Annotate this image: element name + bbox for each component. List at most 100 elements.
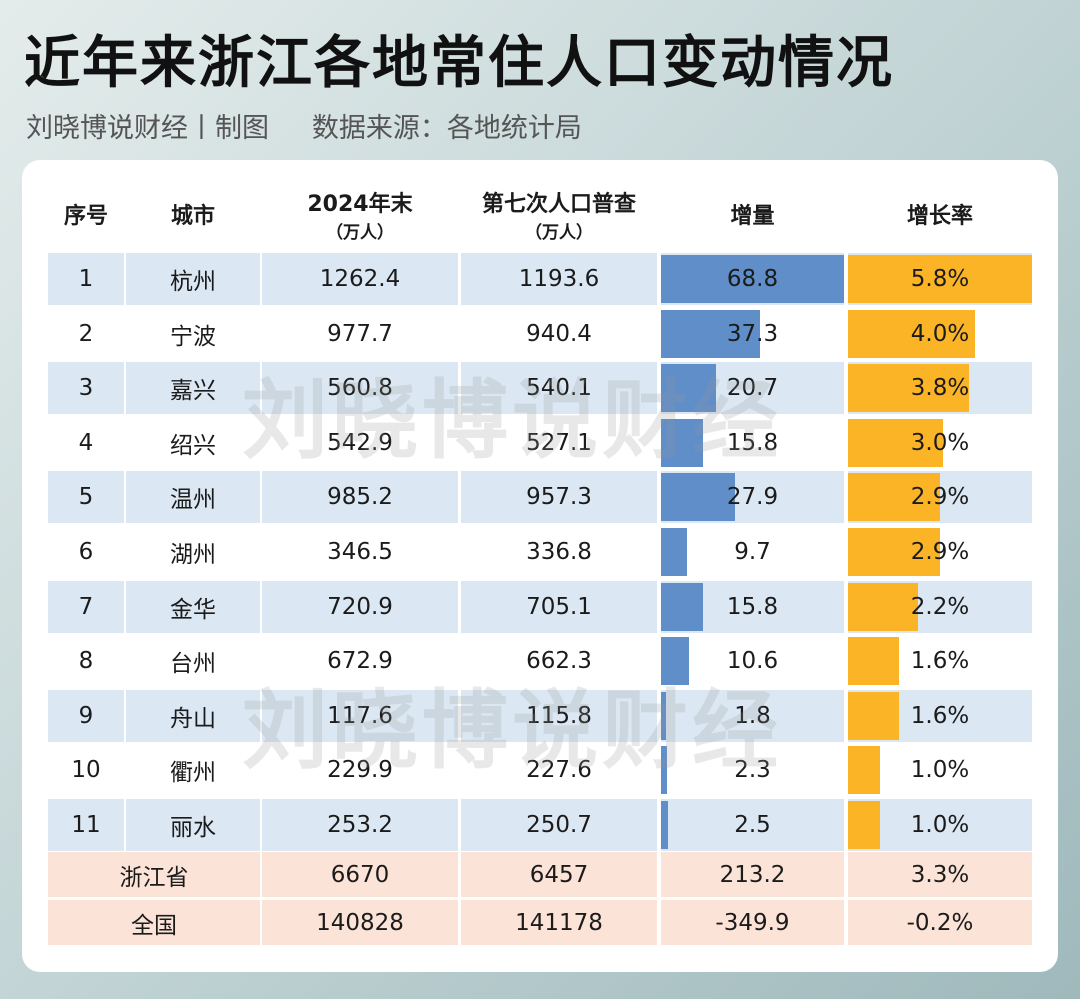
cell-value: 9 (78, 702, 94, 729)
table-cell-inc: 15.8 (661, 580, 844, 633)
table-cell-city: 丽水 (126, 799, 260, 851)
column-header: 第七次人口普查 （万人） (461, 190, 657, 246)
table-cell-rate: 5.8% (848, 253, 1032, 305)
cell-value: 346.5 (327, 539, 393, 565)
table-cell-y2024: 977.7 (262, 308, 458, 360)
cell-value: 15.8 (726, 593, 779, 620)
table-cell-y2024: 229.9 (262, 744, 458, 796)
column-header: 增量 (661, 202, 844, 232)
cell-value: 宁波 (170, 323, 216, 350)
increment-bar (661, 255, 844, 303)
table-cell-rate: 1.6% (848, 635, 1032, 687)
total-cell-rate: -0.2% (848, 900, 1032, 945)
cell-value: 3.8% (910, 375, 970, 402)
table-cell-y2024: 117.6 (262, 689, 458, 742)
total-cell-census: 141178 (461, 900, 657, 945)
table-cell-y2024: 1262.4 (262, 253, 458, 305)
cell-value: 1 (78, 266, 94, 292)
table-cell-rate: 1.0% (848, 799, 1032, 851)
total-cell-inc: 213.2 (661, 852, 844, 897)
increment-bar (661, 364, 717, 413)
cell-value: 舟山 (170, 705, 216, 732)
cell-value: 丽水 (170, 815, 216, 841)
table-cell-census: 527.1 (461, 417, 657, 469)
growth-rate-bar (848, 801, 880, 849)
cell-value: 6 (78, 539, 94, 565)
header-unit: （万人） (326, 223, 394, 243)
table-cell-census: 227.6 (461, 744, 657, 796)
cell-value: 229.9 (327, 757, 393, 784)
header-label: 第七次人口普查 (481, 192, 636, 217)
growth-rate-bar (848, 364, 969, 413)
growth-rate-bar (848, 691, 899, 740)
table-cell-rate: 3.0% (848, 417, 1032, 469)
table-cell-census: 1193.6 (461, 253, 657, 305)
cell-value: 3.0% (910, 429, 970, 456)
growth-rate-bar (848, 746, 880, 795)
table-cell-census: 115.8 (461, 689, 657, 742)
table-cell-city: 衢州 (126, 744, 260, 796)
growth-rate-bar (848, 473, 940, 522)
cell-value: 1193.6 (518, 266, 600, 292)
table-cell-y2024: 720.9 (262, 580, 458, 633)
cell-value: 1.6% (910, 702, 970, 729)
cell-value: 湖州 (170, 542, 216, 568)
cell-value: 336.8 (526, 539, 592, 565)
table-cell-census: 705.1 (461, 580, 657, 633)
table-cell-city: 台州 (126, 635, 260, 687)
increment-bar (661, 637, 690, 686)
cell-value: 衢州 (170, 760, 216, 787)
table-cell-census: 250.7 (461, 799, 657, 851)
table-cell-no: 1 (48, 253, 124, 305)
increment-bar (661, 801, 668, 849)
table-cell-no: 11 (48, 799, 124, 851)
cell-value: 141178 (515, 909, 603, 936)
table-cell-census: 940.4 (461, 308, 657, 360)
subtitle: 刘晓博说财经丨制图 数据来源：各地统计局 (26, 113, 582, 144)
table-cell-y2024: 542.9 (262, 417, 458, 469)
increment-bar (661, 582, 704, 631)
table-cell-census: 957.3 (461, 471, 657, 524)
total-cell-y2024: 6670 (262, 852, 458, 897)
table-cell-y2024: 346.5 (262, 526, 458, 578)
cell-value: 560.8 (327, 375, 393, 402)
table-cell-no: 8 (48, 635, 124, 687)
cell-value: 3.3% (910, 861, 970, 888)
cell-value: 2.5 (734, 812, 771, 838)
table-cell-city: 嘉兴 (126, 362, 260, 415)
table-cell-no: 9 (48, 689, 124, 742)
column-header: 序号 (48, 202, 124, 232)
cell-value: 662.3 (526, 648, 592, 675)
header-label: 2024年末 (307, 192, 413, 217)
cell-value: 温州 (170, 487, 216, 514)
table-cell-no: 5 (48, 471, 124, 524)
table-cell-y2024: 985.2 (262, 471, 458, 524)
cell-value: 140828 (316, 909, 404, 936)
table-cell-y2024: 672.9 (262, 635, 458, 687)
growth-rate-bar (848, 309, 975, 358)
increment-bar (661, 309, 761, 358)
column-header: 增长率 (848, 202, 1032, 232)
column-header: 城市 (126, 202, 260, 232)
table-cell-inc: 15.8 (661, 417, 844, 469)
cell-value: 37.3 (726, 320, 779, 347)
cell-value: 27.9 (726, 484, 779, 511)
table-cell-inc: 9.7 (661, 526, 844, 578)
increment-bar (661, 528, 687, 576)
column-header: 2024年末 （万人） (262, 190, 458, 246)
cell-value: 2.2% (910, 593, 970, 620)
cell-value: 杭州 (170, 269, 216, 295)
cell-value: 250.7 (526, 812, 592, 838)
total-cell-name: 全国 (48, 900, 260, 945)
cell-value: 957.3 (526, 484, 592, 511)
total-cell-name: 浙江省 (48, 852, 260, 897)
table-cell-rate: 1.0% (848, 744, 1032, 796)
cell-value: 672.9 (327, 648, 393, 675)
growth-rate-bar (848, 637, 899, 686)
cell-value: 2.9% (910, 484, 970, 511)
table-cell-no: 7 (48, 580, 124, 633)
table-cell-inc: 2.3 (661, 744, 844, 796)
table-cell-census: 336.8 (461, 526, 657, 578)
cell-value: 1.6% (910, 648, 970, 675)
cell-value: 10 (71, 757, 101, 784)
